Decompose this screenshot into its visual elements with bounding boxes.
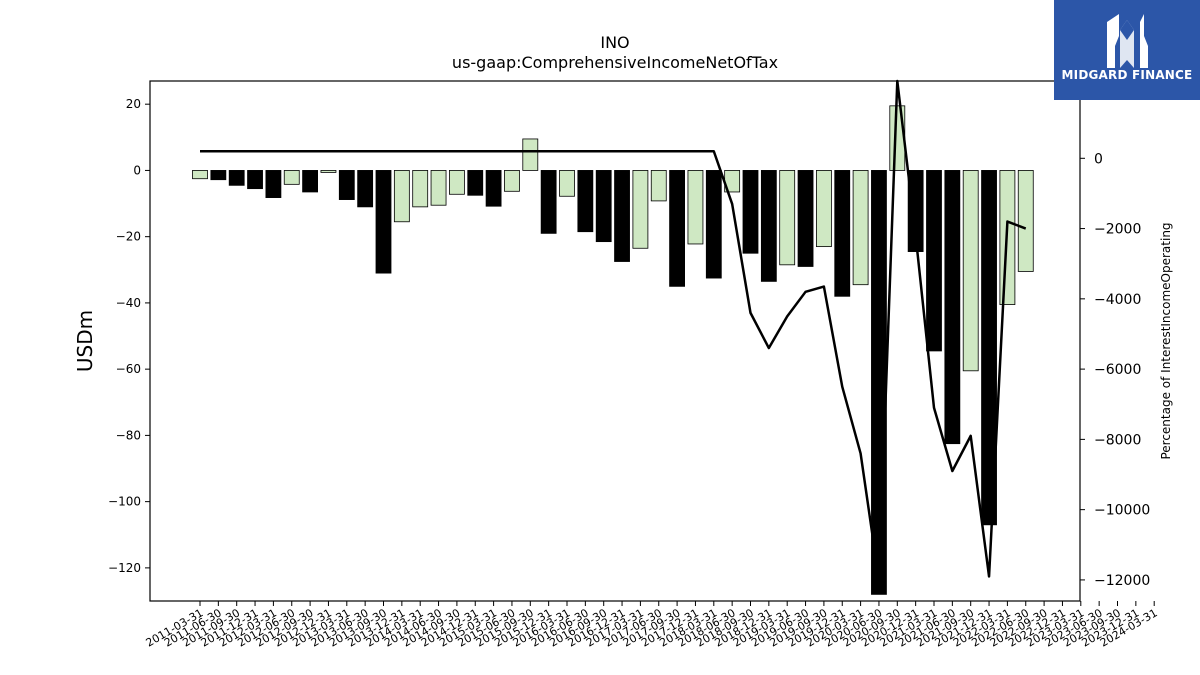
ratio-line-layer (200, 79, 1027, 582)
chart-subtitle: us-gaap:ComprehensiveIncomeNetOfTax (452, 53, 778, 72)
y-axis-left: 20 0 −20 −40 −60 −80 −100 −120 (108, 97, 150, 575)
bar (816, 170, 832, 248)
bar (522, 138, 539, 171)
bar (907, 170, 924, 252)
logo-mark-icon (1107, 14, 1148, 68)
bar (632, 170, 649, 249)
bar (393, 170, 410, 223)
bar (283, 170, 300, 185)
bar (467, 170, 484, 196)
bar (375, 170, 392, 274)
bar (834, 170, 851, 297)
bar (485, 170, 502, 207)
bar (962, 170, 979, 372)
y-axis-right: 0 −2000 −4000 −6000 −8000 −10000 −12000 (1080, 151, 1150, 589)
y-tick-label: −100 (108, 495, 141, 509)
y2-tick-label: 0 (1094, 151, 1103, 167)
bar (192, 170, 208, 180)
bar (614, 170, 630, 262)
bar (705, 170, 722, 279)
bar (760, 170, 777, 282)
brand-logo: MIDGARD FINANCE (1054, 0, 1200, 100)
bar (926, 170, 942, 352)
bar (559, 170, 575, 197)
bar (357, 170, 374, 208)
bar (981, 170, 997, 526)
bar (247, 170, 263, 190)
bars-layer (192, 105, 1034, 595)
y2-tick-label: −4000 (1094, 292, 1141, 308)
y2-axis-label: Percentage of InterestIncomeOperating (1159, 222, 1173, 459)
y-tick-label: −20 (116, 230, 141, 244)
brand-name: MIDGARD FINANCE (1061, 68, 1193, 82)
bar (669, 170, 685, 287)
y-tick-label: −60 (116, 362, 141, 376)
bar (577, 170, 594, 233)
bar (302, 170, 319, 193)
bar (338, 170, 355, 200)
bar (687, 170, 704, 245)
y2-tick-label: −12000 (1094, 573, 1150, 589)
y-axis-label: USDm (73, 310, 97, 372)
chart-title: INO (600, 33, 629, 52)
bar (650, 170, 667, 202)
bar (320, 170, 337, 173)
bar (779, 170, 796, 266)
bar (448, 170, 465, 195)
bar (412, 170, 429, 208)
bar (871, 170, 887, 595)
bar (595, 170, 612, 243)
y2-tick-label: −6000 (1094, 362, 1141, 378)
bar (430, 170, 447, 206)
bar (504, 170, 520, 192)
x-axis: 2011-03-312011-06-302011-09-302011-12-31… (144, 601, 1160, 650)
y2-tick-label: −10000 (1094, 503, 1150, 519)
y-tick-label: 20 (126, 97, 141, 111)
plot-frame (149, 80, 1081, 602)
bar (265, 170, 282, 198)
bar (210, 170, 227, 181)
bar (797, 170, 814, 267)
bar (742, 170, 759, 254)
bar (228, 170, 245, 186)
bar (1017, 170, 1034, 272)
bar (944, 170, 961, 445)
bar (852, 170, 869, 286)
y-tick-label: −40 (116, 296, 141, 310)
y2-tick-label: −2000 (1094, 222, 1141, 238)
y-tick-label: −80 (116, 428, 141, 442)
y2-tick-label: −8000 (1094, 432, 1141, 448)
y-tick-label: −120 (108, 561, 141, 575)
ratio-line (200, 79, 1027, 582)
y-tick-label: 0 (133, 163, 141, 177)
bar (540, 170, 557, 234)
